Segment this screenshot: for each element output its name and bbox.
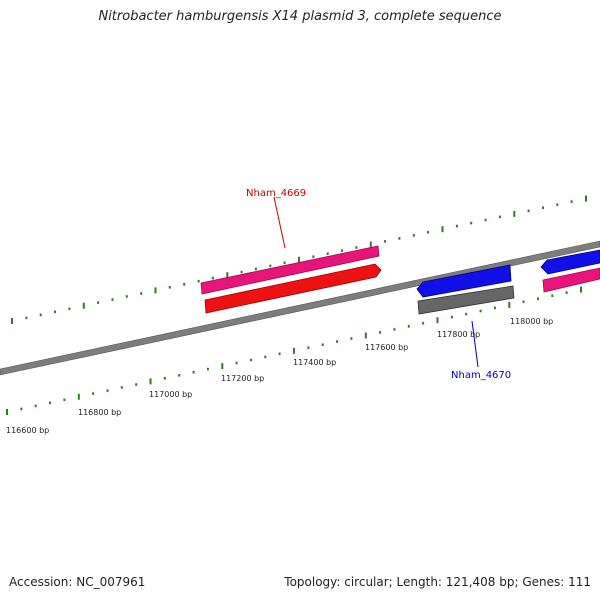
cds-bar-nham-4669[interactable]: [200, 245, 380, 295]
genome-summary: Topology: circular; Length: 121,408 bp; …: [284, 575, 591, 589]
feature-reverse-right[interactable]: [540, 249, 600, 275]
scale-label: 117800 bp: [437, 330, 480, 339]
scale-label: 117000 bp: [149, 390, 192, 399]
outer-tick-track: [11, 195, 587, 324]
gene-arrow-nham-4670[interactable]: [416, 264, 512, 298]
feature-forward-right[interactable]: [542, 267, 600, 293]
feature-nham-4669[interactable]: [200, 245, 382, 314]
scale-label: 117600 bp: [365, 343, 408, 352]
label-leader-nham-4669: [273, 196, 286, 249]
scale-label: 117200 bp: [221, 374, 264, 383]
scale-label: 116600 bp: [6, 426, 49, 435]
feature-label-nham-4670[interactable]: Nham_4670: [451, 370, 511, 381]
feature-nham-4670[interactable]: [416, 264, 515, 315]
gene-arrow-nham-4669[interactable]: [204, 263, 382, 314]
map-title: Nitrobacter hamburgensis X14 plasmid 3, …: [98, 9, 502, 24]
inner-tick-track: [6, 286, 582, 415]
scale-label: 118000 bp: [510, 317, 553, 326]
label-leader-nham-4670: [471, 320, 479, 368]
sequence-backbone: [0, 240, 600, 376]
cds-bar-forward-right[interactable]: [542, 267, 600, 293]
cds-bar-nham-4670[interactable]: [417, 285, 515, 315]
scale-label: 116800 bp: [78, 408, 121, 417]
gene-arrow-reverse-right[interactable]: [540, 249, 600, 275]
accession-label: Accession: NC_007961: [9, 575, 146, 589]
scale-labels: 116600 bp 116800 bp 117000 bp 117200 bp 1174…: [6, 317, 553, 435]
scale-label: 117400 bp: [293, 358, 336, 367]
feature-label-nham-4669[interactable]: Nham_4669: [246, 188, 306, 199]
